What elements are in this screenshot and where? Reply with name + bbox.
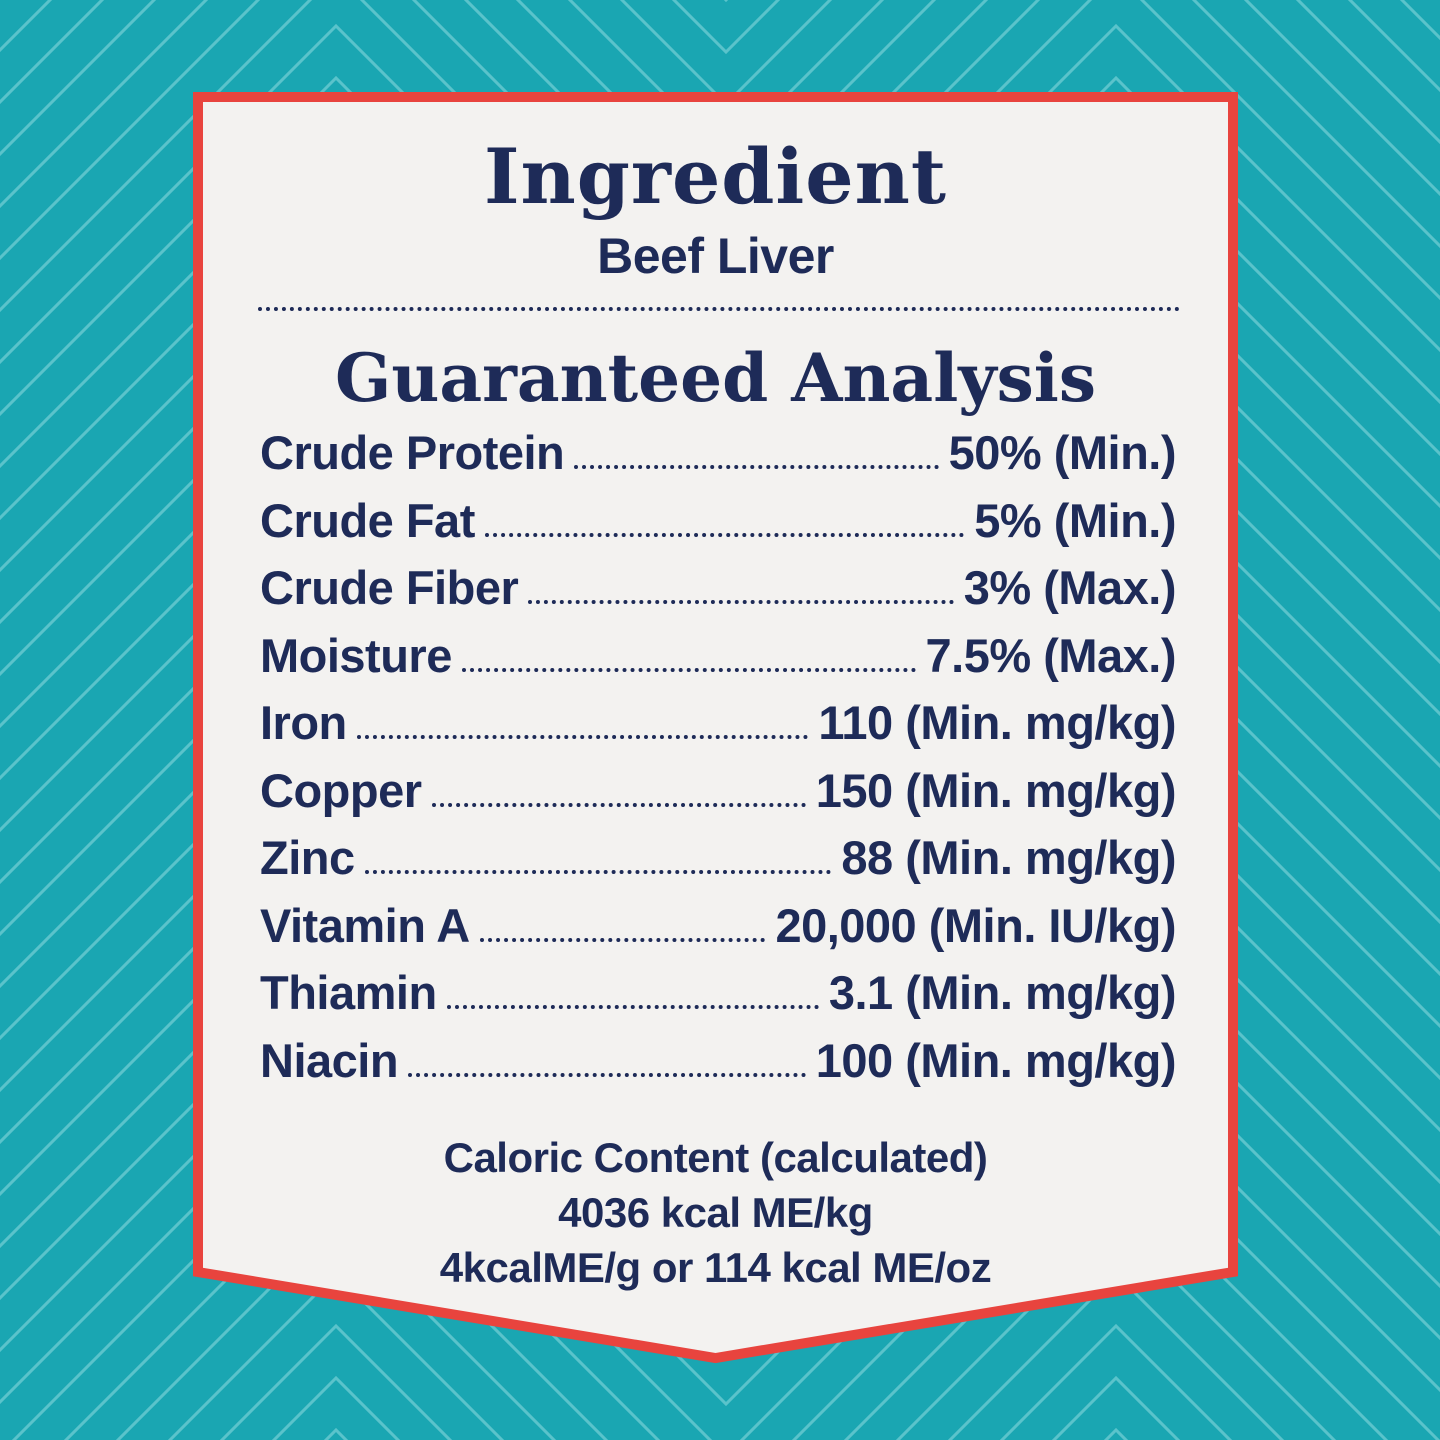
analysis-row: Crude Fat 5% (Min.) <box>260 487 1176 555</box>
analysis-row: Zinc 88 (Min. mg/kg) <box>260 824 1176 892</box>
analysis-row-value: 100 (Min. mg/kg) <box>815 1033 1177 1087</box>
analysis-row: Thiamin 3.1 (Min. mg/kg) <box>260 959 1177 1027</box>
analysis-row-label: Zinc <box>260 831 355 884</box>
dotted-leader <box>408 1072 806 1077</box>
analysis-row-label: Crude Fat <box>260 493 475 547</box>
dotted-leader <box>446 1005 819 1009</box>
dotted-leader <box>574 465 939 469</box>
analysis-row-label: Iron <box>260 696 347 749</box>
analysis-row: Copper 150 (Min. mg/kg) <box>260 757 1177 825</box>
dotted-leader <box>528 600 954 604</box>
dotted-leader <box>356 735 809 739</box>
analysis-row-label: Niacin <box>260 1033 399 1087</box>
analysis-row-label: Moisture <box>260 628 452 682</box>
analysis-row-value: 3% (Max.) <box>963 561 1177 614</box>
caloric-content-heading: Caloric Content (calculated) <box>443 1134 988 1181</box>
caloric-content-kcal-g-oz: 4kcalME/g or 114 kcal ME/oz <box>439 1244 992 1291</box>
analysis-row-label: Vitamin A <box>260 898 470 952</box>
dotted-leader <box>484 532 965 537</box>
analysis-row-label: Crude Fiber <box>260 561 519 614</box>
analysis-row: Vitamin A 20,000 (Min. IU/kg) <box>260 892 1176 960</box>
analysis-row: Moisture 7.5% (Max.) <box>260 622 1177 690</box>
dotted-leader <box>364 870 832 874</box>
section-heading: Guaranteed Analysis <box>335 339 1096 417</box>
analysis-row-value: 5% (Min.) <box>974 493 1176 547</box>
badge-shield-shape <box>193 92 1238 1364</box>
label-title: Ingredient <box>483 132 948 221</box>
dotted-leader <box>461 667 916 672</box>
analysis-row-value: 150 (Min. mg/kg) <box>815 763 1177 817</box>
analysis-row-value: 3.1 (Min. mg/kg) <box>828 966 1177 1019</box>
analysis-row: Niacin 100 (Min. mg/kg) <box>260 1027 1177 1095</box>
analysis-rows: Crude Protein 50% (Min.) Crude Fat 5% (M… <box>260 419 1177 1095</box>
analysis-row-value: 7.5% (Max.) <box>925 628 1177 682</box>
analysis-row-label: Thiamin <box>260 966 437 1019</box>
analysis-row-value: 20,000 (Min. IU/kg) <box>775 898 1176 952</box>
analysis-row: Crude Protein 50% (Min.) <box>260 419 1177 487</box>
caloric-content-kcal-kg: 4036 kcal ME/kg <box>558 1189 873 1236</box>
analysis-row-value: 88 (Min. mg/kg) <box>841 831 1176 884</box>
ingredient-name: Beef Liver <box>597 228 834 284</box>
dotted-separator <box>258 307 1180 311</box>
analysis-row-value: 50% (Min.) <box>948 426 1177 479</box>
analysis-row: Iron 110 (Min. mg/kg) <box>260 689 1176 757</box>
analysis-row-label: Crude Protein <box>260 426 565 479</box>
analysis-row-label: Copper <box>260 763 422 817</box>
analysis-row: Crude Fiber 3% (Max.) <box>260 554 1177 622</box>
dotted-leader <box>479 937 766 942</box>
dotted-leader <box>431 802 806 807</box>
label-content: Ingredient Beef Liver Guaranteed Analysi… <box>193 92 1238 1295</box>
caloric-content: Caloric Content (calculated) 4036 kcal M… <box>193 1130 1238 1295</box>
analysis-row-value: 110 (Min. mg/kg) <box>818 696 1176 749</box>
